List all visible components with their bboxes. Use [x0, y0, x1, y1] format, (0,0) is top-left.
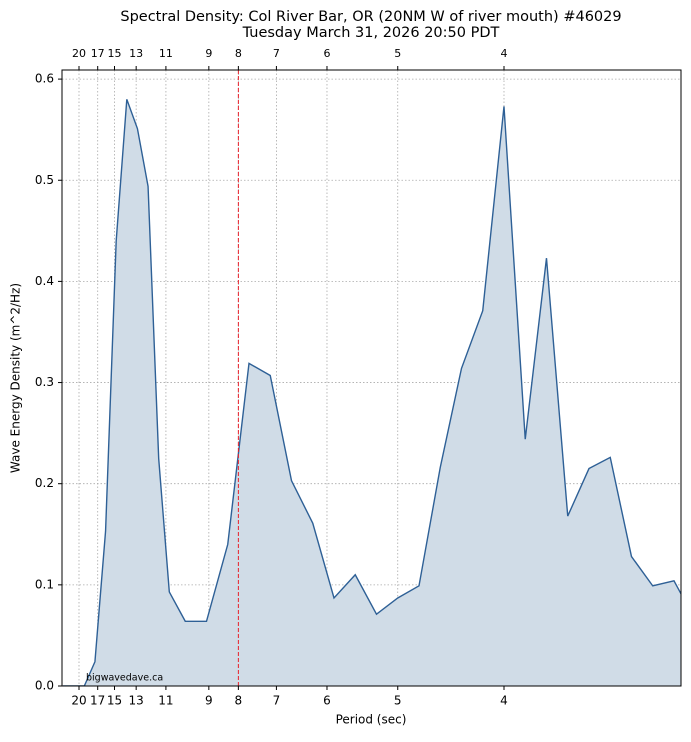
y-tick-label: 0.3	[35, 375, 54, 389]
x-tick-label: 9	[205, 694, 213, 708]
x-tick-label: 13	[129, 694, 144, 708]
x-top-tick-label: 4	[500, 47, 507, 60]
x-tick-label: 8	[235, 694, 243, 708]
x-top-tick-label: 13	[129, 47, 143, 60]
y-axis-label: Wave Energy Density (m^2/Hz)	[9, 283, 23, 473]
x-top-tick-label: 17	[91, 47, 105, 60]
plot-frame	[61, 69, 682, 687]
area-fill	[63, 99, 681, 686]
x-top-tick-label: 7	[273, 47, 280, 60]
x-tick-label: 7	[273, 694, 281, 708]
y-tick-label: 0.5	[35, 173, 54, 187]
y-tick-label: 0.4	[35, 274, 54, 288]
x-top-tick-label: 6	[323, 47, 330, 60]
x-tick-label: 15	[107, 694, 122, 708]
x-axis-label: Period (sec)	[336, 713, 407, 727]
annotation: bigwavedave.ca	[86, 673, 163, 684]
x-top-tick-label: 20	[72, 47, 86, 60]
x-tick-label: 20	[71, 694, 86, 708]
x-top-tick-label: 15	[107, 47, 121, 60]
line	[63, 99, 681, 686]
x-tick-label: 6	[323, 694, 331, 708]
y-tick-label: 0.1	[35, 577, 54, 591]
x-top-tick-label: 9	[205, 47, 212, 60]
y-tick-label: 0.0	[35, 679, 54, 693]
x-tick-label: 17	[90, 694, 105, 708]
x-tick-label: 5	[394, 694, 402, 708]
y-tick-label: 0.6	[35, 72, 54, 86]
chart-subtitle: Tuesday March 31, 2026 20:50 PDT	[242, 25, 500, 41]
x-top-tick-label: 11	[159, 47, 173, 60]
x-tick-label: 4	[500, 694, 508, 708]
x-tick-label: 11	[158, 694, 173, 708]
y-tick-label: 0.2	[35, 476, 54, 490]
x-top-tick-label: 8	[235, 47, 242, 60]
x-top-tick-label: 5	[394, 47, 401, 60]
chart-title: Spectral Density: Col River Bar, OR (20N…	[120, 9, 621, 25]
